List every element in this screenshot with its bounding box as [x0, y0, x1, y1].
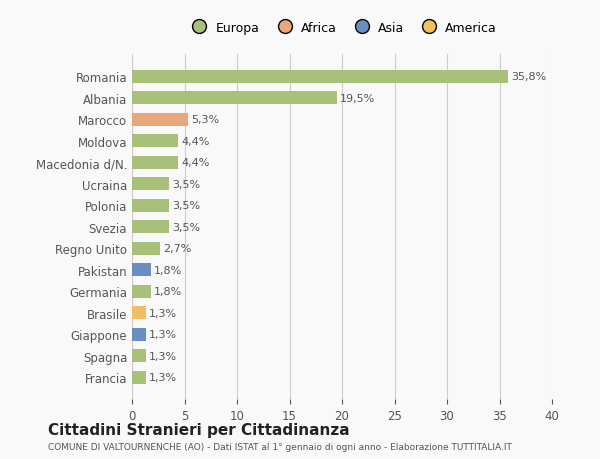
Bar: [132, 157, 178, 169]
Text: 3,5%: 3,5%: [172, 201, 200, 211]
Bar: [132, 221, 169, 234]
Text: Cittadini Stranieri per Cittadinanza: Cittadini Stranieri per Cittadinanza: [48, 422, 350, 437]
Text: 1,3%: 1,3%: [149, 351, 177, 361]
Bar: [132, 92, 337, 105]
Bar: [132, 349, 146, 362]
Bar: [132, 71, 508, 84]
Text: 1,8%: 1,8%: [154, 265, 182, 275]
Text: 4,4%: 4,4%: [181, 136, 210, 146]
Text: 35,8%: 35,8%: [511, 72, 546, 82]
Bar: [132, 285, 151, 298]
Bar: [132, 199, 169, 212]
Text: 2,7%: 2,7%: [163, 244, 192, 254]
Text: 5,3%: 5,3%: [191, 115, 219, 125]
Text: COMUNE DI VALTOURNENCHE (AO) - Dati ISTAT al 1° gennaio di ogni anno - Elaborazi: COMUNE DI VALTOURNENCHE (AO) - Dati ISTA…: [48, 442, 512, 451]
Bar: [132, 135, 178, 148]
Text: 3,5%: 3,5%: [172, 179, 200, 189]
Bar: [132, 371, 146, 384]
Bar: [132, 178, 169, 191]
Text: 4,4%: 4,4%: [181, 158, 210, 168]
Text: 1,3%: 1,3%: [149, 308, 177, 318]
Text: 1,3%: 1,3%: [149, 330, 177, 339]
Text: 19,5%: 19,5%: [340, 94, 375, 104]
Text: 3,5%: 3,5%: [172, 222, 200, 232]
Bar: [132, 263, 151, 276]
Bar: [132, 307, 146, 319]
Legend: Europa, Africa, Asia, America: Europa, Africa, Asia, America: [182, 17, 502, 39]
Bar: [132, 113, 188, 127]
Bar: [132, 242, 160, 255]
Bar: [132, 328, 146, 341]
Text: 1,8%: 1,8%: [154, 286, 182, 297]
Text: 1,3%: 1,3%: [149, 372, 177, 382]
